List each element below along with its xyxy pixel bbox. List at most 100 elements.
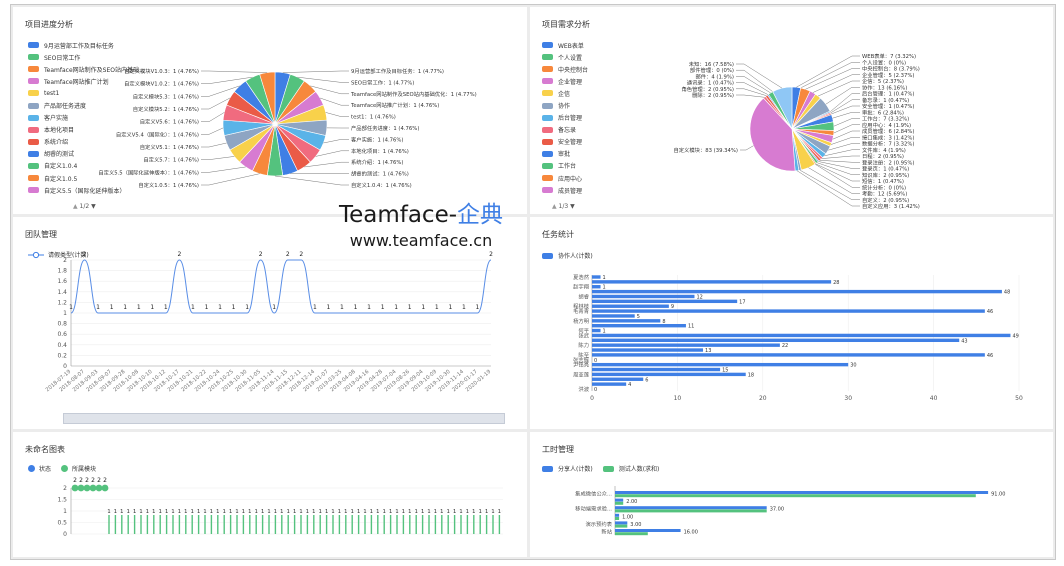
bar[interactable] — [592, 343, 780, 347]
data-label: 1 — [389, 509, 393, 515]
legend-item[interactable]: 系统介绍 — [28, 136, 145, 148]
legend-item[interactable]: 个人设置 — [542, 51, 588, 63]
bar[interactable] — [592, 319, 661, 323]
data-label: 1 — [184, 509, 188, 515]
data-label: 18 — [748, 372, 754, 378]
legend-item[interactable]: 工作台 — [542, 160, 588, 172]
bar[interactable] — [615, 517, 620, 520]
legend-item[interactable]: WEB表单 — [542, 39, 588, 51]
x-tick-label: 50 — [1015, 395, 1023, 402]
legend-pager[interactable]: ▲ 1/2 ▼ — [73, 203, 96, 210]
pie-slice[interactable] — [259, 71, 276, 125]
slice-label: SEO日常工作：1 (4.77%) — [351, 78, 414, 86]
legend-item[interactable]: 9月运营部工作及目标任务 — [28, 39, 145, 51]
bar[interactable] — [592, 304, 669, 308]
legend-item[interactable]: 备忘录 — [542, 124, 588, 136]
legend-item[interactable]: 中央控制台 — [542, 63, 588, 75]
bar[interactable] — [615, 513, 620, 517]
y-tick-label: 赵宇翔 — [573, 283, 589, 291]
legend-label: WEB表单 — [558, 42, 584, 50]
bar[interactable] — [592, 328, 601, 333]
bar[interactable] — [615, 524, 628, 528]
data-label: 1 — [280, 509, 284, 515]
bar[interactable] — [592, 299, 738, 304]
scatter-point[interactable] — [95, 484, 103, 492]
bar[interactable] — [592, 323, 686, 328]
legend-item[interactable]: 自定义1.0.4 — [28, 160, 145, 172]
watermark: Teamface-企典 www.teamface.cn — [321, 195, 521, 250]
legend-item[interactable]: 协作 — [542, 99, 588, 111]
slice-label: 自定义模块5.3：1 (4.76%) — [133, 92, 199, 100]
scatter-point[interactable] — [71, 484, 79, 492]
watermark-url: www.teamface.cn — [349, 231, 493, 250]
slice-label: 协作：13 (6.16%) — [862, 83, 907, 91]
bar[interactable] — [592, 314, 635, 318]
bar[interactable] — [615, 532, 648, 536]
bar[interactable] — [615, 506, 767, 510]
legend-item[interactable]: 后台管理 — [542, 112, 588, 124]
bar[interactable] — [615, 501, 624, 505]
legend-item[interactable]: 客户实施 — [28, 112, 145, 124]
legend-swatch — [542, 66, 553, 73]
pager-prev-icon[interactable]: ▲ — [73, 203, 78, 210]
bar[interactable] — [592, 348, 704, 352]
bar[interactable] — [592, 372, 746, 377]
bar[interactable] — [592, 275, 601, 279]
legend-item[interactable]: 产品部任务进度 — [28, 99, 145, 111]
pager-next-icon[interactable]: ▼ — [91, 203, 96, 210]
data-label: 2 — [85, 477, 89, 484]
leader-line — [201, 70, 268, 73]
pie-slice[interactable] — [772, 86, 793, 130]
bar[interactable] — [592, 367, 721, 372]
bar[interactable] — [592, 309, 985, 313]
scatter-point[interactable] — [83, 484, 91, 492]
bar[interactable] — [592, 362, 849, 367]
legend-item[interactable]: 企业管理 — [542, 75, 588, 87]
data-label: 46 — [987, 309, 993, 315]
bar[interactable] — [592, 377, 644, 381]
scatter-point[interactable] — [101, 484, 109, 492]
legend-item[interactable]: 自定义5.5（国际化延伸版本） — [28, 184, 145, 196]
bar[interactable] — [615, 494, 976, 498]
legend-item[interactable]: test1 — [28, 87, 145, 99]
bar[interactable] — [615, 509, 767, 513]
scatter-point[interactable] — [77, 484, 85, 492]
bar[interactable] — [592, 285, 601, 289]
data-label: 1 — [472, 509, 476, 515]
bar[interactable] — [615, 491, 989, 494]
legend-item[interactable]: 审批 — [542, 148, 588, 160]
legend-item[interactable]: 安全管理 — [542, 136, 588, 148]
legend-item[interactable]: 企信 — [542, 87, 588, 99]
data-label: 1 — [126, 509, 130, 515]
legend-item[interactable]: Teamface网站制作及SEO站内基础... — [28, 63, 145, 75]
bar[interactable] — [592, 333, 1011, 338]
unnamed-chart-panel: 未命名图表 状态 所属模块 0 0.5 1 1.5 2 2 2 2 2 2 2 1 1 1 1 1 1 1 1 1 1 1… — [13, 432, 527, 557]
legend-item[interactable]: 胡睿的测试 — [28, 148, 145, 160]
bar[interactable] — [592, 353, 985, 357]
legend-item[interactable]: 自定义1.0.5 — [28, 172, 145, 184]
bar[interactable] — [615, 529, 681, 532]
legend-item[interactable]: 应用中心 — [542, 172, 588, 184]
legend-label: 审批 — [558, 151, 571, 159]
bar-chart: 91.00 集成微信公众... 2.00 37.00 移动端需求验... 1.00 3.00… — [575, 486, 1005, 536]
bar[interactable] — [592, 280, 832, 284]
legend-item[interactable]: Teamface网站推广计划 — [28, 75, 145, 87]
legend-label: 成员管理 — [558, 187, 583, 195]
zoom-slider[interactable] — [63, 413, 505, 424]
scatter-point[interactable] — [89, 484, 97, 492]
bar[interactable] — [592, 294, 695, 299]
data-label: 1 — [363, 509, 367, 515]
bar[interactable] — [592, 338, 960, 343]
pager-next-icon[interactable]: ▼ — [570, 203, 575, 210]
bar[interactable] — [615, 521, 628, 525]
bar[interactable] — [592, 289, 1002, 294]
bar[interactable] — [592, 382, 627, 386]
pager-prev-icon[interactable]: ▲ — [552, 203, 557, 210]
bar[interactable] — [615, 498, 624, 502]
legend-label: 请假类型(计数) — [48, 252, 89, 259]
legend-swatch — [28, 187, 39, 194]
legend-item[interactable]: SEO日常工作 — [28, 51, 145, 63]
legend-item[interactable]: 成员管理 — [542, 184, 588, 196]
legend-item[interactable]: 本地化项目 — [28, 124, 145, 136]
legend-pager[interactable]: ▲ 1/3 ▼ — [552, 203, 575, 210]
